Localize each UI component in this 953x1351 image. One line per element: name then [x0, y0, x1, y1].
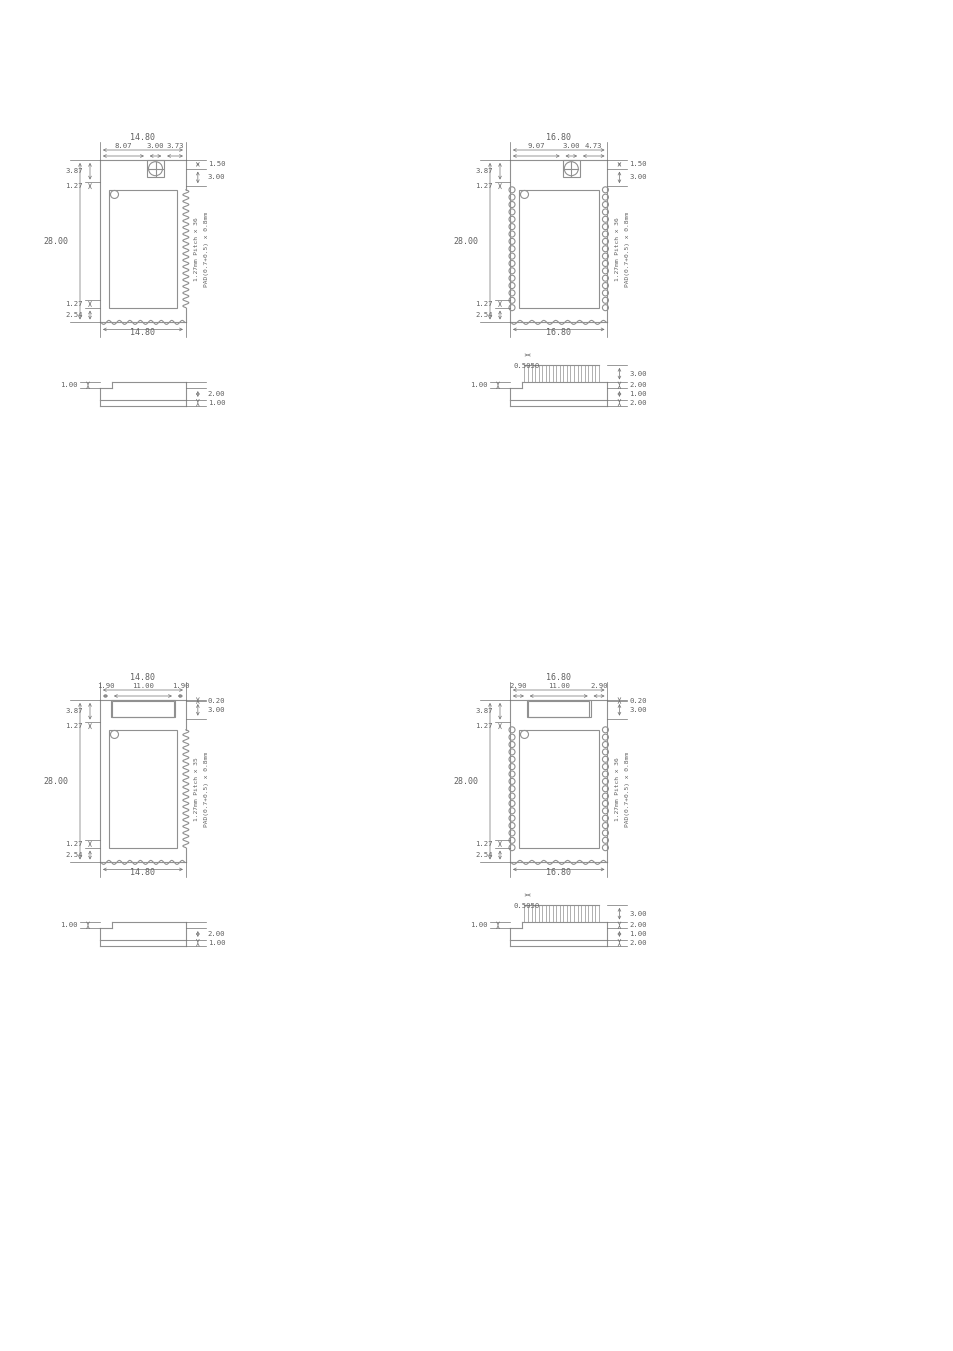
Text: 1.90: 1.90 — [172, 684, 189, 689]
Text: 11.00: 11.00 — [547, 684, 569, 689]
Text: 28.00: 28.00 — [43, 236, 68, 246]
Text: 0.20: 0.20 — [629, 697, 646, 704]
Bar — [526, 700, 590, 717]
Text: 2.90: 2.90 — [590, 684, 607, 689]
Text: 2.00: 2.00 — [629, 923, 646, 928]
Text: 3.00: 3.00 — [208, 174, 225, 181]
Text: 3.00: 3.00 — [629, 370, 646, 377]
Text: 1.00: 1.00 — [60, 382, 78, 388]
Text: 2.00: 2.00 — [629, 382, 646, 388]
Text: 0.5050: 0.5050 — [513, 902, 538, 909]
Text: 16.80: 16.80 — [546, 673, 571, 682]
Text: 2.00: 2.00 — [208, 390, 225, 397]
Text: 1.90: 1.90 — [96, 684, 114, 689]
Text: 2.54: 2.54 — [66, 312, 83, 317]
Text: 2.54: 2.54 — [475, 312, 493, 317]
Text: 3.00: 3.00 — [629, 911, 646, 917]
Text: 1.27mm Pitch x 36: 1.27mm Pitch x 36 — [615, 218, 619, 281]
Text: 0.5050: 0.5050 — [513, 363, 538, 369]
Text: 1.27mm Pitch x 36: 1.27mm Pitch x 36 — [615, 758, 619, 821]
Text: 1.00: 1.00 — [208, 400, 225, 405]
Text: 2.00: 2.00 — [208, 931, 225, 938]
Text: 1.00: 1.00 — [629, 931, 646, 938]
Text: 16.80: 16.80 — [546, 132, 571, 142]
Text: 3.87: 3.87 — [66, 708, 83, 715]
Text: 3.00: 3.00 — [629, 174, 646, 181]
Text: 2.00: 2.00 — [629, 400, 646, 405]
Bar — [527, 701, 589, 717]
Text: 16.80: 16.80 — [546, 869, 571, 877]
Text: 14.80: 14.80 — [131, 132, 155, 142]
Bar — [109, 189, 177, 308]
Text: 3.00: 3.00 — [147, 143, 164, 149]
Text: 14.80: 14.80 — [131, 869, 155, 877]
Text: PAD(0.7+0.5) x 0.8mm: PAD(0.7+0.5) x 0.8mm — [204, 212, 209, 286]
Bar — [111, 700, 174, 717]
Text: 3.00: 3.00 — [629, 707, 646, 713]
Text: 3.87: 3.87 — [66, 169, 83, 174]
Text: PAD(0.7+0.5) x 0.8mm: PAD(0.7+0.5) x 0.8mm — [625, 751, 630, 827]
Bar — [112, 701, 173, 717]
Text: 3.00: 3.00 — [562, 143, 579, 149]
Text: 2.54: 2.54 — [475, 852, 493, 858]
Text: 3.00: 3.00 — [208, 707, 225, 713]
Text: 1.27mm Pitch x 35: 1.27mm Pitch x 35 — [193, 758, 198, 821]
Text: 1.27: 1.27 — [66, 184, 83, 189]
Bar — [562, 159, 579, 177]
Text: 1.00: 1.00 — [470, 923, 488, 928]
Text: 9.07: 9.07 — [527, 143, 544, 149]
Text: 1.00: 1.00 — [629, 390, 646, 397]
Text: 1.50: 1.50 — [629, 161, 646, 168]
Text: PAD(0.7+0.5) x 0.8mm: PAD(0.7+0.5) x 0.8mm — [625, 212, 630, 286]
Bar — [147, 159, 164, 177]
Text: 14.80: 14.80 — [131, 328, 155, 338]
Text: 3.87: 3.87 — [475, 708, 493, 715]
Text: 1.27mm Pitch x 36: 1.27mm Pitch x 36 — [193, 218, 198, 281]
Text: 14.80: 14.80 — [131, 673, 155, 682]
Text: 1.27: 1.27 — [475, 723, 493, 730]
Text: 3.87: 3.87 — [475, 169, 493, 174]
Text: 28.00: 28.00 — [43, 777, 68, 786]
Text: 11.00: 11.00 — [132, 684, 153, 689]
Bar — [109, 730, 177, 847]
Text: 28.00: 28.00 — [453, 777, 477, 786]
Text: 1.27: 1.27 — [66, 723, 83, 730]
Text: 2.00: 2.00 — [629, 940, 646, 946]
Text: 2.90: 2.90 — [509, 684, 527, 689]
Text: 4.73: 4.73 — [584, 143, 602, 149]
Text: 28.00: 28.00 — [453, 236, 477, 246]
Text: 1.00: 1.00 — [470, 382, 488, 388]
Text: 1.27: 1.27 — [475, 840, 493, 847]
Text: 2.54: 2.54 — [66, 852, 83, 858]
Text: 8.07: 8.07 — [114, 143, 132, 149]
Text: 1.27: 1.27 — [475, 184, 493, 189]
Text: 0.20: 0.20 — [208, 697, 225, 704]
Text: 3.73: 3.73 — [166, 143, 184, 149]
Text: PAD(0.7+0.5) x 0.8mm: PAD(0.7+0.5) x 0.8mm — [204, 751, 209, 827]
Text: 1.00: 1.00 — [60, 923, 78, 928]
Text: 1.27: 1.27 — [475, 301, 493, 307]
Text: 1.27: 1.27 — [66, 301, 83, 307]
Bar — [518, 189, 598, 308]
Text: 1.27: 1.27 — [66, 840, 83, 847]
Bar — [518, 730, 598, 847]
Text: 1.00: 1.00 — [208, 940, 225, 946]
Text: 1.50: 1.50 — [208, 161, 225, 168]
Text: 16.80: 16.80 — [546, 328, 571, 338]
